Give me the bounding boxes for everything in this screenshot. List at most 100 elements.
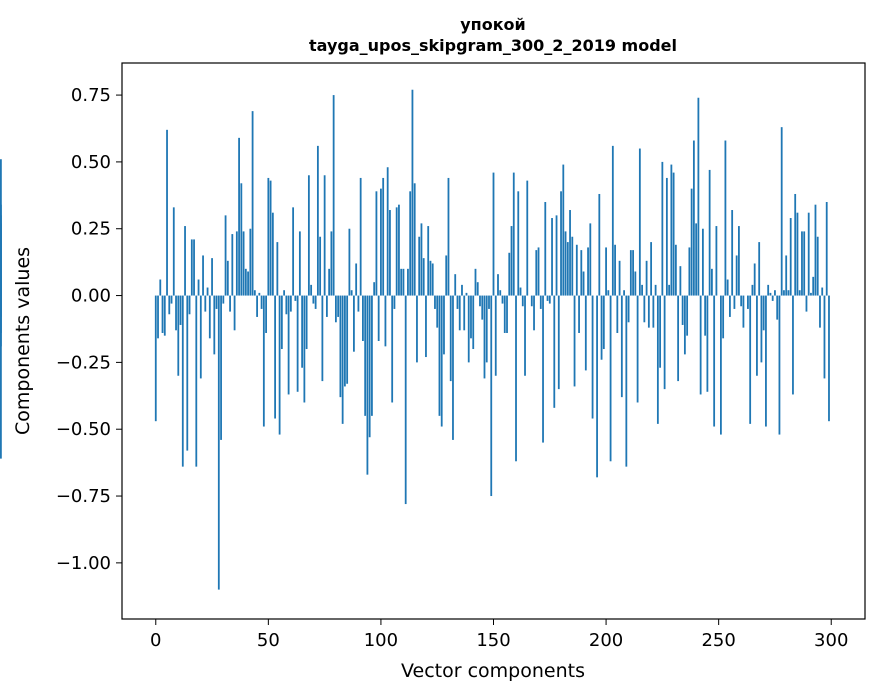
bar: [474, 268, 477, 296]
bar: [645, 260, 648, 296]
bar: [323, 175, 326, 296]
bar: [316, 145, 319, 296]
bar: [0, 295, 2, 347]
bar: [683, 295, 686, 355]
bar: [465, 292, 468, 296]
bar: [247, 271, 249, 296]
bar: [814, 204, 817, 296]
bar: [258, 292, 261, 296]
bar: [434, 295, 436, 309]
bar: [629, 250, 632, 296]
bar: [726, 279, 729, 296]
bar: [573, 295, 576, 387]
bar: [742, 295, 745, 328]
bar: [427, 226, 430, 296]
bar: [636, 295, 639, 403]
bar: [307, 175, 310, 296]
bar: [672, 172, 675, 296]
bar: [206, 287, 209, 296]
chart-title: упокой: [460, 15, 526, 34]
bar: [262, 295, 265, 427]
bar: [402, 268, 405, 296]
bar: [204, 295, 207, 312]
bar: [729, 295, 731, 317]
bar: [618, 260, 621, 296]
bar: [458, 295, 461, 331]
bar: [524, 295, 526, 376]
bar: [393, 295, 396, 309]
bar: [769, 292, 772, 296]
bar: [253, 290, 256, 296]
bar: [562, 164, 565, 296]
bar: [774, 290, 776, 296]
bar: [731, 210, 734, 296]
bar: [753, 263, 756, 296]
bar: [695, 223, 698, 296]
bar: [740, 295, 743, 307]
bar: [751, 284, 754, 296]
bar: [461, 284, 463, 296]
bar: [166, 129, 168, 296]
bar: [231, 234, 234, 296]
bar: [506, 295, 508, 333]
bar: [344, 295, 346, 387]
bar: [386, 167, 389, 296]
bar: [519, 287, 522, 296]
y-tick-label: 0.75: [71, 85, 111, 106]
bar: [551, 218, 553, 296]
bar: [501, 295, 504, 304]
bar: [670, 164, 673, 296]
bar: [530, 295, 533, 307]
bar: [587, 247, 589, 296]
bar: [348, 228, 351, 296]
y-tick-label: 0.25: [71, 219, 111, 240]
bar: [454, 274, 457, 296]
bar: [616, 295, 619, 333]
bar: [472, 295, 475, 350]
bar: [0, 159, 2, 296]
bar: [537, 247, 540, 296]
bar: [280, 295, 283, 350]
bar: [625, 295, 628, 467]
bar: [801, 231, 803, 296]
bar: [377, 295, 380, 341]
bar: [485, 295, 488, 363]
bar: [548, 295, 551, 304]
bar: [605, 247, 607, 296]
bar: [314, 295, 317, 309]
bar: [265, 295, 267, 333]
bar: [828, 295, 830, 422]
bar: [296, 295, 299, 392]
bar: [785, 255, 788, 296]
bar: [758, 242, 761, 296]
bar: [157, 295, 159, 339]
bar: [177, 295, 180, 376]
bar: [188, 295, 191, 315]
bar: [517, 191, 520, 296]
x-tick-label: 50: [257, 630, 280, 651]
bar: [353, 295, 355, 352]
bar: [677, 295, 680, 382]
bar: [539, 295, 542, 309]
bar: [159, 279, 162, 296]
bar: [154, 295, 157, 422]
bar: [382, 177, 385, 296]
bar: [521, 295, 524, 307]
y-tick-label: 0.50: [71, 152, 111, 173]
bar: [803, 231, 806, 296]
bar: [789, 218, 792, 296]
bar: [298, 231, 301, 296]
x-tick-label: 100: [364, 630, 398, 651]
bar: [276, 242, 279, 296]
bar: [508, 252, 511, 296]
bar: [420, 223, 423, 296]
bar: [238, 137, 240, 296]
bar: [650, 242, 653, 296]
y-tick-label: −0.50: [56, 419, 111, 440]
bar: [249, 228, 252, 296]
bar: [792, 295, 794, 395]
bar: [515, 295, 517, 462]
bar: [661, 161, 664, 296]
bar: [436, 295, 439, 328]
